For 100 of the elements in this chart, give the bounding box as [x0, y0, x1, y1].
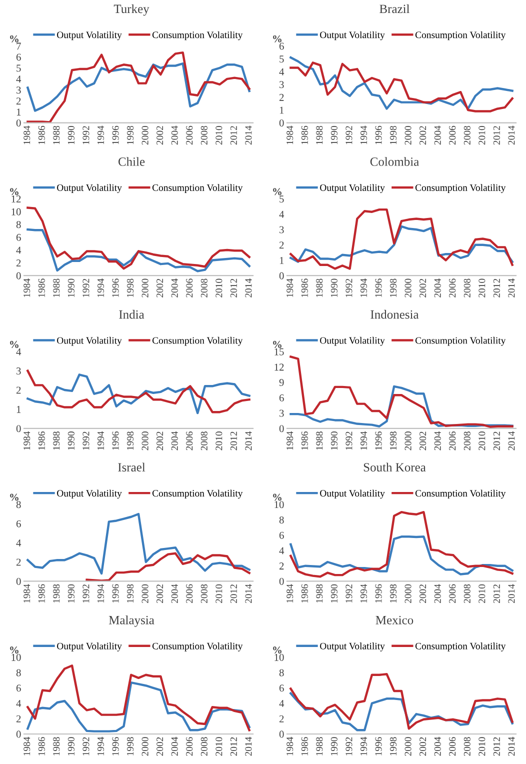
x-tick-label: 2006	[449, 584, 456, 603]
x-tick-label: 1994	[360, 584, 367, 603]
y-tick-label: 2	[16, 558, 21, 566]
x-tick-label: 2006	[449, 278, 456, 298]
x-tick-label: 1984	[286, 736, 294, 756]
line-series	[290, 536, 514, 576]
x-tick-label: 1986	[301, 278, 308, 297]
x-tick-label: 2014	[245, 278, 252, 298]
y-tick-label: 4	[279, 547, 284, 554]
x-tick-label: 2000	[404, 432, 412, 450]
x-tick-label: 1988	[316, 584, 323, 603]
line-series	[290, 225, 514, 263]
x-tick-label: 2010	[216, 737, 222, 756]
y-axis-title: %	[10, 494, 18, 501]
x-tick-label: 1986	[38, 737, 45, 756]
x-tick-label: 2010	[478, 737, 486, 756]
y-tick-label: 5	[280, 56, 284, 63]
x-tick-label: 1998	[390, 126, 397, 144]
x-tick-label: 2002	[420, 278, 426, 298]
x-tick-label: 1988	[316, 432, 323, 450]
y-tick-label: 5	[16, 64, 21, 72]
x-tick-label: 1990	[330, 584, 338, 603]
y-tick-label: 4	[279, 210, 284, 218]
x-tick-label: 1990	[330, 126, 338, 144]
x-tick-label: 2010	[216, 432, 222, 450]
x-tick-label: 1994	[97, 736, 104, 756]
x-tick-label: 1988	[316, 737, 323, 756]
y-axis-title: %	[10, 646, 18, 654]
x-tick-label: 1994	[97, 584, 104, 603]
x-tick-label: 2014	[245, 431, 252, 450]
x-tick-label: 1998	[390, 432, 397, 450]
y-tick-label: 2	[16, 715, 21, 722]
chart-title: Chile	[118, 157, 145, 166]
x-tick-label: 2004	[434, 431, 441, 450]
x-tick-label: 1998	[126, 432, 134, 450]
x-tick-label: 1992	[82, 126, 90, 144]
line-series	[290, 208, 514, 270]
x-tick-label: 1984	[286, 431, 294, 450]
x-tick-label: 1992	[346, 126, 352, 144]
y-tick-label: 0	[279, 272, 284, 280]
x-tick-label: 2008	[200, 126, 208, 145]
x-tick-label: 1992	[346, 584, 352, 603]
x-tick-label: 2000	[142, 432, 148, 450]
x-tick-label: 2012	[230, 126, 237, 145]
y-axis-title: %	[10, 35, 18, 42]
x-tick-label: 1998	[390, 278, 397, 297]
x-tick-label: 2004	[171, 278, 178, 298]
line-series	[290, 692, 514, 732]
x-tick-label: 2008	[200, 737, 208, 756]
x-tick-label: 1988	[53, 584, 60, 603]
y-tick-label: 2	[279, 715, 284, 722]
x-tick-label: 2000	[142, 584, 148, 603]
legend-label: Consumption Volatility	[152, 642, 243, 652]
y-tick-label: 1	[280, 256, 284, 264]
x-tick-label: 2004	[171, 126, 178, 145]
y-tick-label: 0	[16, 119, 21, 127]
line-series	[290, 510, 514, 578]
x-tick-label: 2000	[404, 126, 412, 145]
y-tick-label: 6	[16, 520, 21, 528]
x-tick-label: 1988	[53, 737, 60, 756]
y-tick-label: 15	[274, 348, 284, 356]
x-tick-label: 2006	[186, 584, 193, 603]
y-tick-label: 9	[279, 379, 284, 386]
x-tick-label: 2002	[420, 584, 426, 603]
x-tick-label: 2004	[434, 278, 441, 298]
x-tick-label: 2014	[508, 431, 515, 450]
x-tick-label: 2004	[434, 126, 441, 145]
x-tick-label: 1998	[126, 737, 134, 756]
chart-title: Indonesia	[370, 310, 419, 319]
x-tick-label: 1984	[24, 736, 30, 756]
x-tick-label: 1986	[301, 126, 308, 144]
y-tick-label: 3	[280, 226, 284, 234]
y-axis-title: %	[273, 340, 282, 348]
x-tick-label: 1996	[112, 737, 119, 756]
y-tick-label: 10	[274, 501, 284, 508]
x-tick-label: 2014	[245, 126, 252, 145]
x-tick-label: 1994	[360, 431, 367, 450]
y-tick-label: 4	[279, 68, 284, 76]
x-tick-label: 2010	[216, 278, 222, 298]
y-tick-label: 4	[16, 348, 22, 356]
x-tick-label: 2002	[156, 278, 164, 298]
y-tick-label: 1	[16, 406, 21, 413]
y-tick-label: 2	[279, 94, 284, 101]
x-tick-label: 2002	[156, 126, 164, 145]
y-tick-label: 0	[16, 730, 21, 738]
x-tick-label: 2002	[156, 584, 164, 603]
line-series	[290, 385, 514, 428]
y-tick-label: 10	[12, 208, 21, 216]
x-tick-label: 2014	[245, 736, 252, 756]
y-axis-title: %	[10, 340, 18, 348]
y-tick-label: 3	[16, 86, 21, 94]
x-tick-label: 1984	[24, 126, 30, 144]
x-tick-label: 1986	[38, 584, 45, 603]
x-tick-label: 2008	[200, 584, 208, 603]
y-tick-label: 3	[280, 81, 284, 88]
x-tick-label: 1984	[286, 126, 294, 144]
y-tick-label: 8	[16, 221, 21, 228]
x-tick-label: 2012	[493, 126, 500, 145]
x-tick-label: 1996	[375, 431, 382, 450]
y-tick-label: 4	[16, 246, 22, 254]
